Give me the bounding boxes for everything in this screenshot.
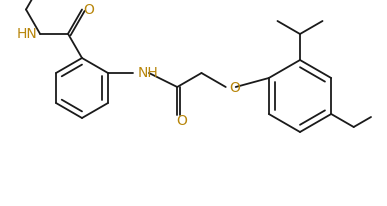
Text: O: O [230, 81, 241, 95]
Text: NH: NH [138, 66, 159, 80]
Text: O: O [176, 114, 187, 127]
Text: O: O [84, 2, 94, 16]
Text: HN: HN [16, 27, 37, 41]
